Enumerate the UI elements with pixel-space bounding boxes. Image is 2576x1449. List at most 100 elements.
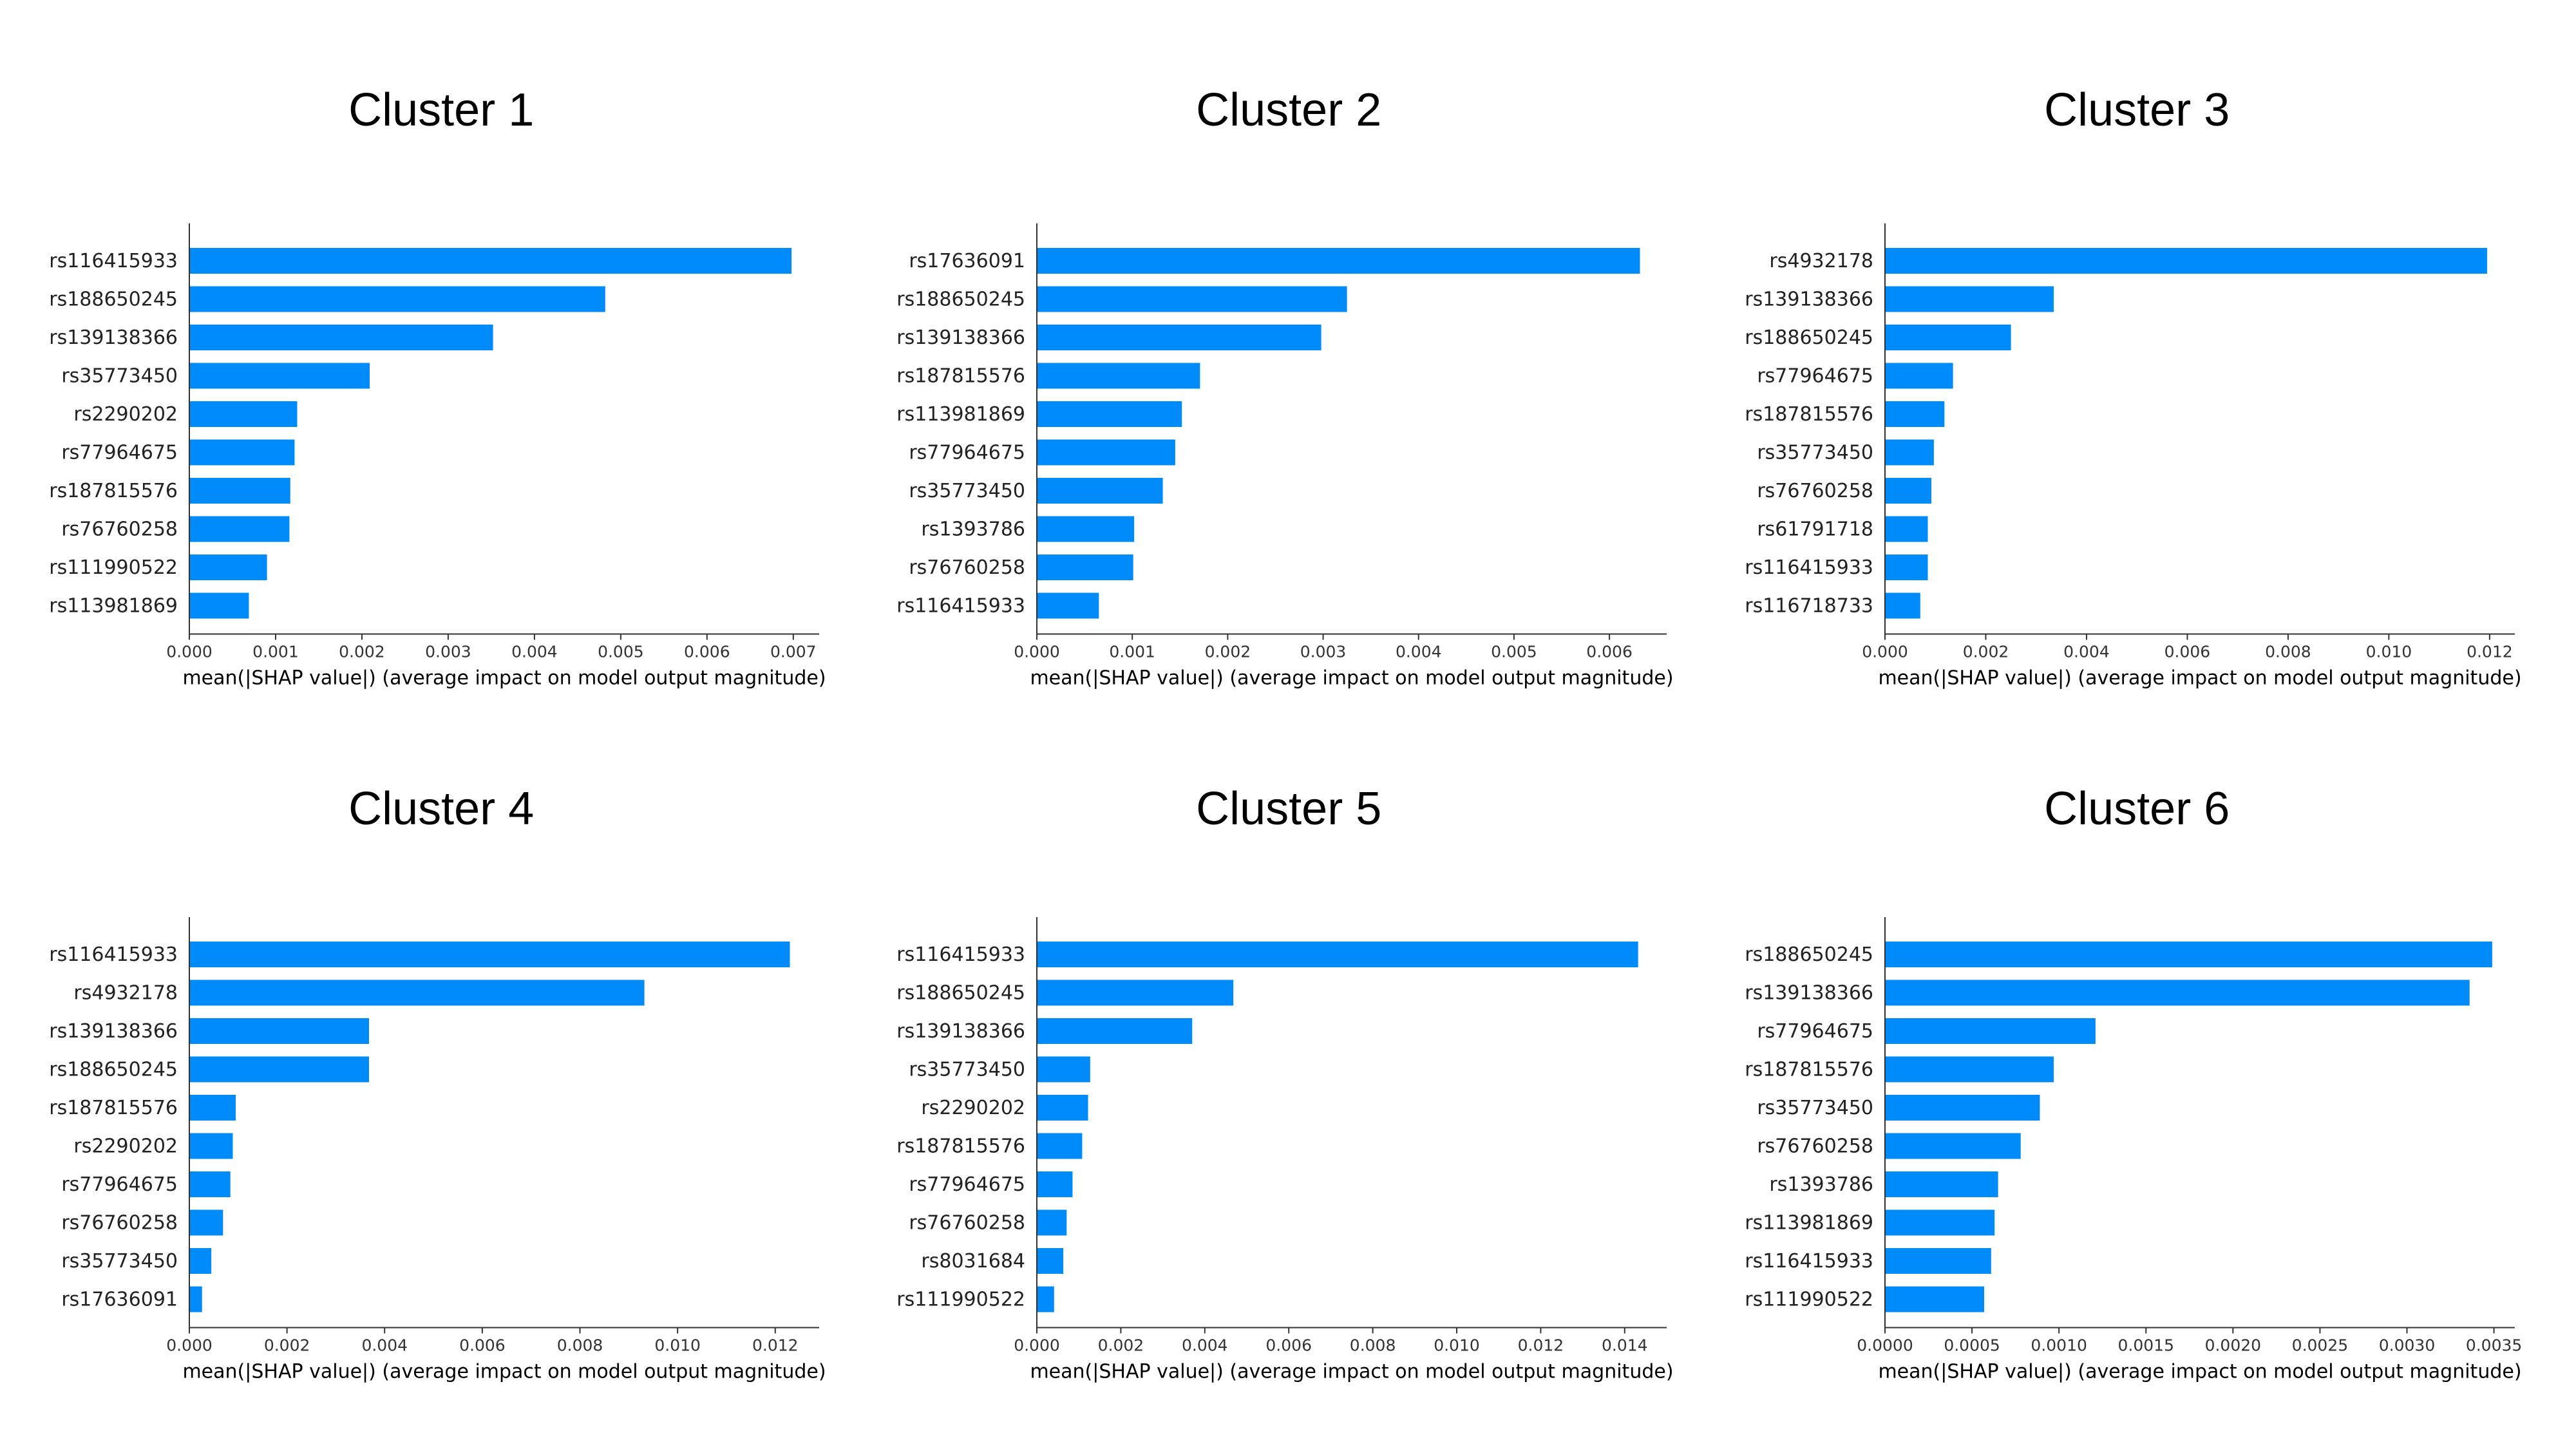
bar-rs116718733 (1885, 592, 1920, 619)
x-tick-label: 0.004 (1396, 643, 1442, 661)
x-tick-label: 0.000 (1014, 643, 1060, 661)
y-tick-label: rs111990522 (49, 556, 178, 579)
y-tick-label: rs111990522 (896, 1289, 1025, 1311)
y-tick-label: rs113981869 (896, 403, 1025, 426)
chart-title: Cluster 1 (348, 84, 534, 136)
x-tick-label: 0.008 (557, 1336, 603, 1355)
chart-panel-5: Cluster 5 rs116415933 rs188650245 rs1391383… (896, 783, 1673, 1383)
x-tick-label: 0.006 (459, 1336, 506, 1355)
bar-rs116415933 (1885, 1248, 1991, 1274)
y-tick-label: rs76760258 (909, 1212, 1025, 1235)
y-tick-label: rs116415933 (896, 595, 1025, 618)
x-tick-label: 0.000 (1862, 643, 1908, 661)
y-tick-label: rs188650245 (1745, 327, 1873, 349)
x-tick-label: 0.010 (1434, 1336, 1480, 1355)
bar-rs77964675 (1885, 1018, 2096, 1044)
y-tick-label: rs77964675 (61, 442, 178, 464)
y-tick-label: rs113981869 (49, 595, 178, 618)
x-tick-label: 0.003 (425, 643, 471, 661)
bar-rs111990522 (1885, 1286, 1984, 1312)
x-tick-label: 0.003 (1300, 643, 1347, 661)
bar-rs77964675 (1037, 439, 1175, 466)
bar-rs77964675 (189, 439, 295, 466)
bar-rs188650245 (1885, 942, 2492, 967)
y-tick-label: rs113981869 (1745, 1212, 1873, 1235)
y-tick-label: rs188650245 (1745, 943, 1873, 966)
x-axis-label: mean(|SHAP value|) (average impact on mo… (182, 1361, 826, 1383)
y-tick-label: rs17636091 (61, 1289, 178, 1311)
x-tick-label: 0.014 (1602, 1336, 1648, 1355)
bar-rs139138366 (189, 325, 493, 350)
bar-rs139138366 (1037, 325, 1321, 350)
y-tick-label: rs1393786 (1769, 1173, 1873, 1196)
x-tick-label: 0.004 (2063, 643, 2110, 661)
x-tick-label: 0.002 (1205, 643, 1251, 661)
bar-rs77964675 (1885, 363, 1953, 389)
bar-rs77964675 (189, 1171, 231, 1197)
bar-rs35773450 (189, 363, 370, 389)
bar-rs76760258 (1885, 1133, 2021, 1159)
y-tick-label: rs77964675 (61, 1173, 178, 1196)
y-tick-label: rs139138366 (1745, 982, 1873, 1005)
bar-rs35773450 (1037, 478, 1163, 504)
x-tick-label: 0.008 (2265, 643, 2311, 661)
bar-rs76760258 (1885, 478, 1931, 504)
x-tick-label: 0.006 (1586, 643, 1633, 661)
x-tick-label: 0.002 (1098, 1336, 1144, 1355)
y-tick-label: rs116718733 (1745, 595, 1873, 618)
bar-rs17636091 (189, 1286, 202, 1312)
bar-rs17636091 (1037, 248, 1640, 274)
y-tick-label: rs187815576 (896, 1135, 1025, 1158)
x-tick-label: 0.000 (166, 1336, 213, 1355)
y-tick-label: rs76760258 (61, 1212, 178, 1235)
y-tick-label: rs61791718 (1757, 518, 1873, 541)
bar-rs187815576 (1885, 1056, 2054, 1083)
bar-rs116415933 (1885, 554, 1928, 580)
bar-rs113981869 (1037, 401, 1182, 427)
bar-rs116415933 (1037, 942, 1638, 967)
bar-rs76760258 (1037, 554, 1133, 580)
y-tick-label: rs188650245 (896, 289, 1025, 311)
chart-panel-1: Cluster 1 rs116415933 rs188650245 rs1391383… (49, 84, 826, 690)
x-tick-label: 0.007 (770, 643, 817, 661)
bar-rs139138366 (1885, 980, 2470, 1006)
bar-rs61791718 (1885, 516, 1928, 542)
bar-rs188650245 (1885, 325, 2011, 350)
chart-title: Cluster 5 (1196, 783, 1381, 835)
bar-rs113981869 (189, 592, 249, 619)
y-tick-label: rs188650245 (49, 1059, 178, 1081)
bar-rs139138366 (189, 1018, 369, 1044)
x-tick-label: 0.004 (511, 643, 558, 661)
bar-rs1393786 (1037, 516, 1135, 542)
chart-title: Cluster 3 (2044, 84, 2230, 136)
y-tick-label: rs187815576 (1745, 403, 1873, 426)
x-tick-label: 0.004 (361, 1336, 408, 1355)
y-tick-label: rs187815576 (1745, 1059, 1873, 1081)
y-tick-label: rs2290202 (921, 1097, 1025, 1119)
x-tick-label: 0.008 (1350, 1336, 1396, 1355)
y-tick-label: rs76760258 (1757, 480, 1873, 502)
y-tick-label: rs8031684 (921, 1250, 1025, 1273)
x-tick-label: 0.001 (1109, 643, 1155, 661)
x-axis-label: mean(|SHAP value|) (average impact on mo… (182, 667, 826, 690)
x-tick-label: 0.000 (166, 643, 213, 661)
chart-title: Cluster 4 (348, 783, 534, 835)
y-tick-label: rs111990522 (1745, 1289, 1873, 1311)
chart-title: Cluster 6 (2044, 783, 2230, 835)
y-tick-label: rs116415933 (1745, 556, 1873, 579)
bar-rs188650245 (1037, 286, 1347, 312)
x-tick-label: 0.0005 (1944, 1336, 2000, 1355)
bar-rs76760258 (189, 516, 290, 542)
y-tick-label: rs2290202 (73, 1135, 178, 1158)
y-tick-label: rs17636091 (909, 250, 1025, 272)
x-tick-label: 0.002 (339, 643, 385, 661)
bar-rs35773450 (189, 1248, 212, 1274)
y-tick-label: rs77964675 (1757, 1020, 1873, 1043)
x-axis-label: mean(|SHAP value|) (average impact on mo… (1878, 1361, 2521, 1383)
bar-rs187815576 (1037, 363, 1200, 389)
x-tick-label: 0.001 (252, 643, 299, 661)
x-tick-label: 0.006 (2164, 643, 2211, 661)
x-tick-label: 0.0015 (2118, 1336, 2174, 1355)
bar-rs4932178 (189, 980, 645, 1006)
